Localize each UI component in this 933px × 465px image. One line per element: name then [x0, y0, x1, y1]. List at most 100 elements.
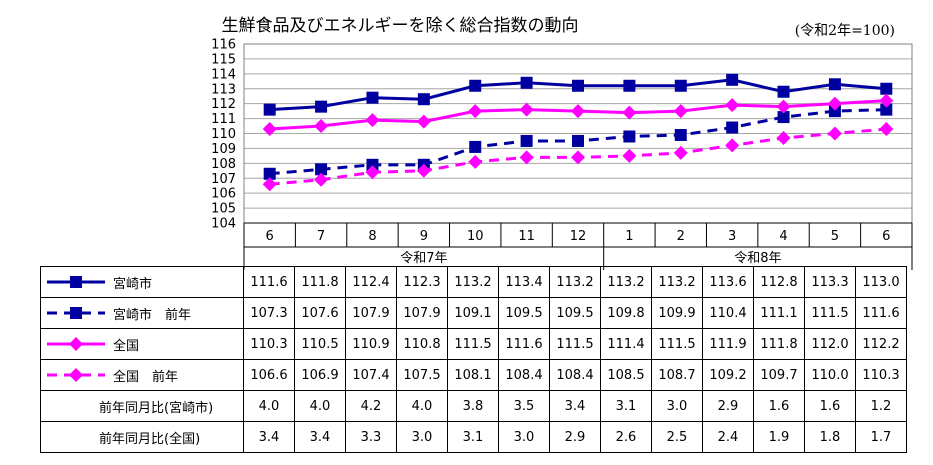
table-cell: 109.5 — [549, 297, 601, 329]
legend-label: 全国 — [113, 338, 140, 354]
y-tick-label: 115 — [211, 52, 236, 67]
table-cell: 111.4 — [600, 328, 652, 360]
legend-cell: 宮崎市 前年 — [40, 297, 244, 329]
series-point — [622, 148, 637, 163]
series-point — [725, 138, 740, 153]
unit-note: (令和2年=100) — [794, 23, 895, 39]
table-cell: 3.3 — [345, 421, 397, 453]
series-point — [777, 85, 790, 98]
table-cell: 109.2 — [702, 359, 754, 391]
series-point — [777, 111, 790, 124]
y-tick-label: 112 — [211, 97, 236, 112]
table-cell: 3.0 — [498, 421, 550, 453]
series-point — [262, 177, 277, 192]
series-point — [262, 122, 277, 137]
table-cell: 111.8 — [294, 266, 346, 298]
table-cell: 107.6 — [294, 297, 346, 329]
table-cell: 113.2 — [549, 266, 601, 298]
table-cell: 107.4 — [345, 359, 397, 391]
table-cell: 111.9 — [702, 328, 754, 360]
row-label: 前年同月比(宮崎市) — [40, 390, 244, 422]
table-cell: 106.6 — [243, 359, 295, 391]
series-point — [623, 130, 636, 143]
series-point — [416, 163, 431, 178]
y-tick-label: 108 — [211, 157, 236, 172]
table-cell: 108.1 — [447, 359, 499, 391]
table-cell: 111.5 — [447, 328, 499, 360]
table-cell: 110.0 — [804, 359, 856, 391]
series-point — [726, 73, 739, 86]
table-cell: 2.4 — [702, 421, 754, 453]
table-cell: 107.9 — [345, 297, 397, 329]
legend-cell: 宮崎市 — [40, 266, 244, 298]
table-row: 宮崎市 前年 107.3 107.6 107.9 107.9 109.1 109.5 109.… — [40, 297, 907, 329]
table-cell: 1.6 — [804, 390, 856, 422]
table-cell: 112.8 — [753, 266, 805, 298]
table-cell: 107.5 — [396, 359, 448, 391]
series-point — [519, 150, 534, 165]
table-cell: 109.9 — [651, 297, 703, 329]
year-label: 令和8年 — [734, 251, 781, 266]
series-point — [827, 96, 842, 111]
x-tick-label: 12 — [570, 229, 587, 244]
table-cell: 108.7 — [651, 359, 703, 391]
series-point — [520, 76, 533, 89]
table-cell: 2.5 — [651, 421, 703, 453]
x-tick-label: 10 — [467, 229, 484, 244]
y-tick-label: 111 — [211, 112, 236, 127]
series-point — [725, 98, 740, 113]
x-tick-label: 1 — [625, 229, 633, 244]
table-cell: 3.5 — [498, 390, 550, 422]
table-cell: 1.6 — [753, 390, 805, 422]
table-cell: 110.5 — [294, 328, 346, 360]
series-point — [623, 79, 636, 92]
y-tick-label: 105 — [211, 202, 236, 217]
chart-title: 生鮮食品及びエネルギーを除く総合指数の動向 — [221, 16, 579, 36]
table-cell: 3.1 — [447, 421, 499, 453]
row-label: 前年同月比(全国) — [40, 421, 244, 453]
table-cell: 110.3 — [855, 359, 907, 391]
table-row: 前年同月比(全国) 3.4 3.4 3.3 3.0 3.1 3.0 2.9 2.6 2.5 2.4 1… — [40, 421, 907, 453]
table-cell: 3.4 — [294, 421, 346, 453]
series-point — [366, 158, 379, 171]
table-cell: 110.4 — [702, 297, 754, 329]
table-cell: 113.2 — [651, 266, 703, 298]
series-point — [314, 172, 329, 187]
table-cell: 111.6 — [855, 297, 907, 329]
x-tick-label: 4 — [779, 229, 787, 244]
stat-label: 前年同月比(宮崎市) — [99, 400, 214, 416]
legend-label: 全国 前年 — [113, 369, 179, 385]
series-point — [315, 100, 328, 113]
table-cell: 2.6 — [600, 421, 652, 453]
legend-marker — [70, 307, 82, 319]
legend-swatch — [47, 337, 105, 351]
year-label: 令和7年 — [400, 251, 447, 266]
series-point — [468, 154, 483, 169]
grid — [243, 43, 913, 224]
series-point — [674, 79, 687, 92]
series-point — [519, 102, 534, 117]
y-tick-label: 109 — [211, 142, 236, 157]
x-tick-label: 3 — [728, 229, 736, 244]
legend-cell: 全国 — [40, 328, 244, 360]
series-point — [726, 121, 739, 134]
table-cell: 109.7 — [753, 359, 805, 391]
legend-swatch — [47, 276, 105, 288]
series-point — [879, 122, 894, 137]
table-cell: 3.0 — [396, 421, 448, 453]
y-tick-label: 116 — [211, 38, 236, 53]
x-tick-label: 9 — [420, 229, 428, 244]
series-point — [879, 93, 894, 108]
line-chart: 104105106107108109110111112113114115116 … — [211, 38, 913, 270]
table-cell: 3.1 — [600, 390, 652, 422]
table-cell: 108.4 — [549, 359, 601, 391]
legend-marker — [69, 368, 83, 382]
stat-label: 前年同月比(全国) — [99, 431, 201, 447]
legend-swatch — [47, 368, 105, 382]
y-tick-label: 113 — [211, 82, 236, 97]
series-point — [572, 79, 584, 92]
series-point — [622, 105, 637, 120]
y-tick-label: 110 — [211, 127, 236, 142]
data-table: 宮崎市 111.6 111.8 112.4 112.3 113.2 113.4 113.2 11… — [40, 266, 907, 453]
